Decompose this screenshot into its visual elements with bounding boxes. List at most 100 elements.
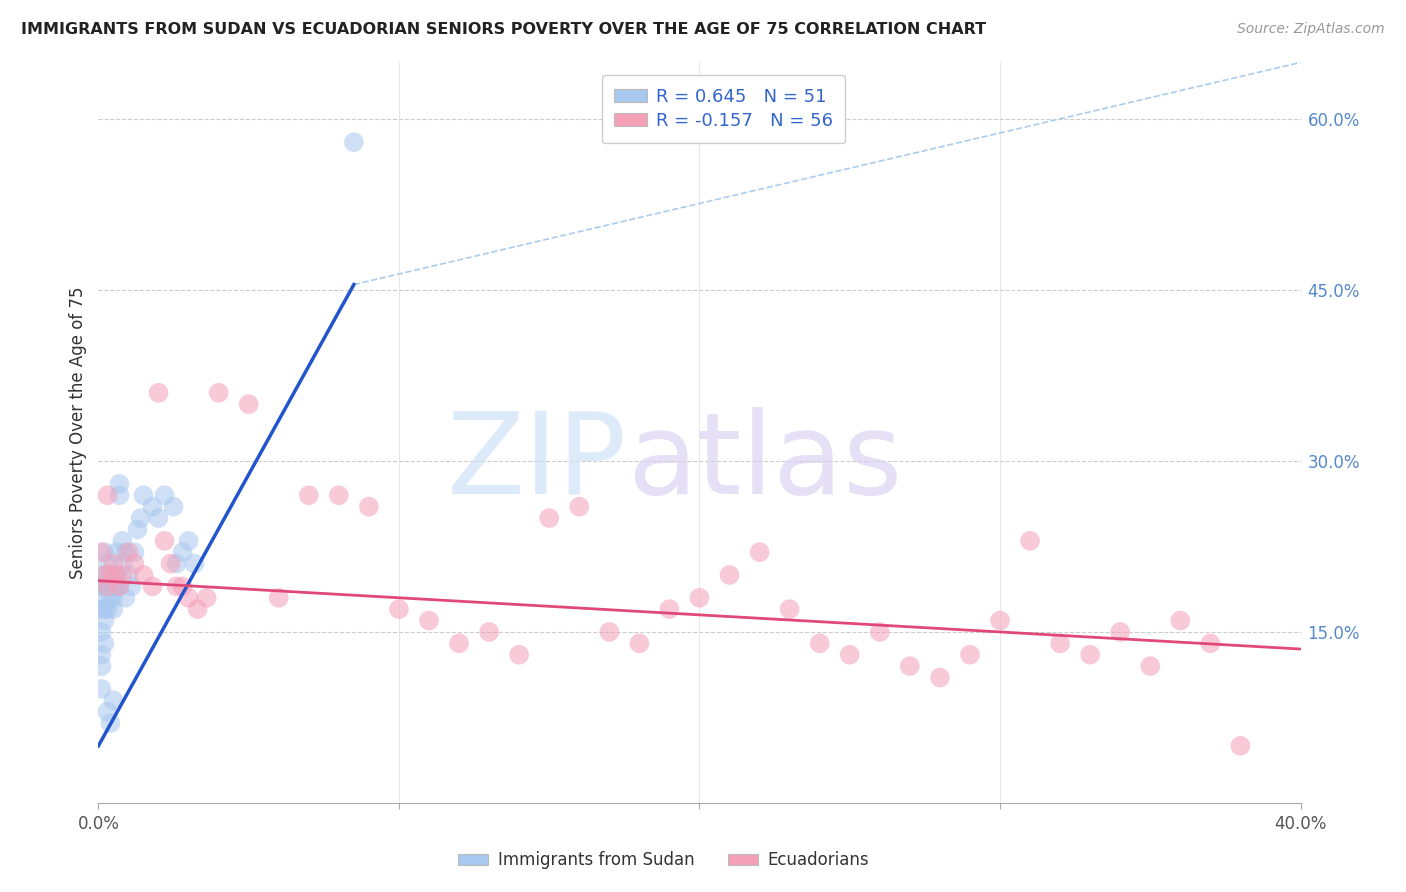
Point xyxy=(718,568,741,582)
Point xyxy=(153,533,176,548)
Point xyxy=(100,568,122,582)
Point xyxy=(959,648,981,662)
Point xyxy=(172,579,194,593)
Point xyxy=(93,579,115,593)
Point xyxy=(90,648,112,662)
Point xyxy=(343,135,366,149)
Point xyxy=(103,579,125,593)
Point xyxy=(538,511,561,525)
Point xyxy=(689,591,711,605)
Point xyxy=(267,591,290,605)
Point xyxy=(90,579,112,593)
Point xyxy=(172,545,194,559)
Text: atlas: atlas xyxy=(627,407,903,517)
Point xyxy=(328,488,350,502)
Point xyxy=(111,568,134,582)
Point xyxy=(96,705,118,719)
Point xyxy=(127,523,149,537)
Point xyxy=(103,591,125,605)
Point xyxy=(988,614,1011,628)
Point xyxy=(90,624,112,639)
Point xyxy=(108,488,131,502)
Point xyxy=(93,545,115,559)
Point xyxy=(418,614,440,628)
Point xyxy=(108,476,131,491)
Point xyxy=(105,568,128,582)
Point xyxy=(111,533,134,548)
Point xyxy=(238,397,260,411)
Point xyxy=(105,545,128,559)
Point xyxy=(105,568,128,582)
Point xyxy=(1229,739,1251,753)
Point xyxy=(1049,636,1071,650)
Point xyxy=(117,568,139,582)
Point xyxy=(100,579,122,593)
Point xyxy=(1139,659,1161,673)
Point xyxy=(103,557,125,571)
Point xyxy=(1109,624,1132,639)
Y-axis label: Seniors Poverty Over the Age of 75: Seniors Poverty Over the Age of 75 xyxy=(69,286,87,579)
Point xyxy=(96,579,118,593)
Point xyxy=(808,636,831,650)
Point xyxy=(108,579,131,593)
Point xyxy=(96,568,118,582)
Point xyxy=(153,488,176,502)
Point xyxy=(129,511,152,525)
Point xyxy=(177,533,200,548)
Point xyxy=(132,488,155,502)
Point xyxy=(148,511,170,525)
Text: IMMIGRANTS FROM SUDAN VS ECUADORIAN SENIORS POVERTY OVER THE AGE OF 75 CORRELATI: IMMIGRANTS FROM SUDAN VS ECUADORIAN SENI… xyxy=(21,22,986,37)
Point xyxy=(568,500,591,514)
Point xyxy=(93,568,115,582)
Point xyxy=(208,385,231,400)
Point xyxy=(598,624,620,639)
Point xyxy=(90,659,112,673)
Point xyxy=(114,591,136,605)
Point xyxy=(388,602,411,616)
Point xyxy=(148,385,170,400)
Point xyxy=(108,579,131,593)
Point xyxy=(166,557,188,571)
Point xyxy=(162,500,184,514)
Legend: Immigrants from Sudan, Ecuadorians: Immigrants from Sudan, Ecuadorians xyxy=(451,845,876,876)
Point xyxy=(658,602,681,616)
Point xyxy=(195,591,218,605)
Point xyxy=(124,545,146,559)
Text: Source: ZipAtlas.com: Source: ZipAtlas.com xyxy=(1237,22,1385,37)
Point xyxy=(748,545,770,559)
Point xyxy=(100,591,122,605)
Point xyxy=(93,568,115,582)
Point xyxy=(100,716,122,731)
Point xyxy=(298,488,321,502)
Point xyxy=(90,681,112,696)
Point xyxy=(779,602,801,616)
Point xyxy=(838,648,860,662)
Point xyxy=(124,557,146,571)
Point xyxy=(114,545,136,559)
Point xyxy=(96,488,118,502)
Point xyxy=(132,568,155,582)
Point xyxy=(187,602,209,616)
Point xyxy=(1078,648,1101,662)
Point xyxy=(96,557,118,571)
Point xyxy=(508,648,530,662)
Point xyxy=(93,602,115,616)
Point xyxy=(93,591,115,605)
Point xyxy=(357,500,380,514)
Point xyxy=(103,693,125,707)
Point xyxy=(93,636,115,650)
Point xyxy=(117,545,139,559)
Point xyxy=(105,579,128,593)
Point xyxy=(1019,533,1042,548)
Point xyxy=(628,636,651,650)
Point xyxy=(1199,636,1222,650)
Point xyxy=(929,671,952,685)
Point xyxy=(96,579,118,593)
Point xyxy=(177,591,200,605)
Point xyxy=(447,636,470,650)
Point xyxy=(141,500,163,514)
Point xyxy=(898,659,921,673)
Point xyxy=(183,557,205,571)
Point xyxy=(121,579,143,593)
Point xyxy=(103,602,125,616)
